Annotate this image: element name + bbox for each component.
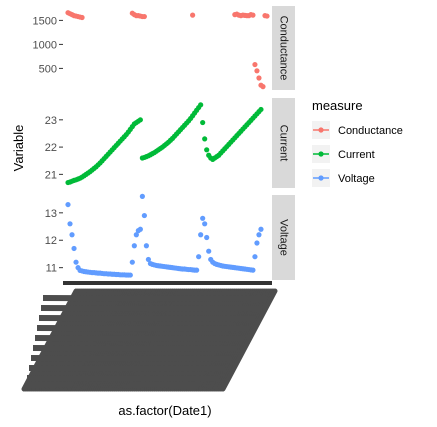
legend-key-point <box>318 151 324 157</box>
x-tick-label <box>36 325 250 332</box>
data-point <box>131 243 137 249</box>
x-tick-label <box>32 345 238 352</box>
x-tick-label <box>28 365 226 372</box>
legend-label: Conductance <box>338 125 403 137</box>
data-point <box>206 248 212 254</box>
data-point <box>200 215 206 221</box>
panel-conductance: 500 1000 1500 Conductance <box>33 6 295 90</box>
data-point <box>258 106 264 113</box>
strip-label: Current <box>278 125 290 162</box>
y-tick-label: 13 <box>45 208 57 220</box>
data-point <box>200 119 206 126</box>
data-point <box>204 147 210 153</box>
legend-entry-voltage: Voltage <box>312 169 375 187</box>
data-point <box>69 232 75 238</box>
data-point <box>254 68 260 74</box>
x-tick-label <box>40 305 262 312</box>
data-point <box>73 259 79 265</box>
data-point <box>143 243 149 249</box>
data-point <box>250 12 256 18</box>
data-point <box>139 193 145 199</box>
data-point <box>198 232 204 238</box>
y-tick-label: 23 <box>45 115 57 127</box>
data-point <box>258 226 264 232</box>
data-point <box>198 102 204 108</box>
x-tick-label <box>220 288 278 392</box>
strip-conductance <box>272 6 295 90</box>
data-point <box>127 272 133 278</box>
data-point <box>67 221 73 227</box>
data-point <box>260 84 266 90</box>
data-point <box>141 212 147 219</box>
legend-label: Voltage <box>338 173 375 185</box>
data-point <box>71 245 77 252</box>
data-point <box>256 232 262 238</box>
data-point <box>190 12 196 18</box>
data-point <box>129 259 135 265</box>
x-axis-title: as.factor(Date1) <box>118 403 211 418</box>
y-tick-label: 1500 <box>33 15 57 27</box>
data-point <box>202 136 208 142</box>
data-point <box>264 13 270 19</box>
data-point <box>194 267 200 273</box>
data-point <box>65 201 71 208</box>
data-point <box>252 254 258 260</box>
strip-voltage <box>272 195 295 280</box>
legend-entry-current: Current <box>312 145 375 163</box>
strip-label: Voltage <box>278 219 290 256</box>
data-point <box>141 13 147 20</box>
data-point <box>145 256 152 263</box>
data-point <box>137 117 143 123</box>
legend-key-point <box>318 175 324 181</box>
data-point <box>137 226 143 232</box>
legend-label: Current <box>338 149 375 161</box>
data-point <box>133 232 139 238</box>
data-point <box>196 254 202 260</box>
data-point <box>204 234 210 241</box>
y-tick-label: 1000 <box>33 39 57 51</box>
panel-voltage: 11 12 13 Voltage <box>45 193 295 280</box>
y-tick-label: 22 <box>45 142 57 154</box>
x-tick-label <box>26 375 220 382</box>
data-point <box>254 240 260 246</box>
x-tick-labels-overplotted <box>21 288 278 392</box>
legend-title: measure <box>312 98 363 113</box>
y-tick-label: 12 <box>45 235 57 247</box>
y-tick-label: 500 <box>39 63 57 75</box>
data-point <box>256 75 262 81</box>
data-point <box>202 221 208 227</box>
data-point <box>79 14 85 21</box>
x-tick-label <box>34 335 244 342</box>
y-tick-label: 21 <box>45 169 57 181</box>
x-tick-label <box>38 315 256 322</box>
x-tick-label <box>30 355 232 362</box>
x-tick-label <box>42 295 268 302</box>
strip-current <box>272 98 295 188</box>
panel-current: 21 22 23 Current <box>45 98 295 188</box>
strip-label: Conductance <box>278 16 290 81</box>
legend-key-point <box>318 127 324 133</box>
data-point <box>250 267 256 273</box>
legend: measure Conductance Current Voltage <box>312 98 403 187</box>
legend-entry-conductance: Conductance <box>312 121 403 139</box>
y-tick-label: 11 <box>46 263 57 275</box>
y-axis-title: Variable <box>11 125 26 172</box>
data-point <box>252 61 258 68</box>
